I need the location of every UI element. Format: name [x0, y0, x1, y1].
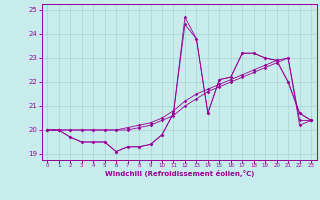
X-axis label: Windchill (Refroidissement éolien,°C): Windchill (Refroidissement éolien,°C) — [105, 170, 254, 177]
